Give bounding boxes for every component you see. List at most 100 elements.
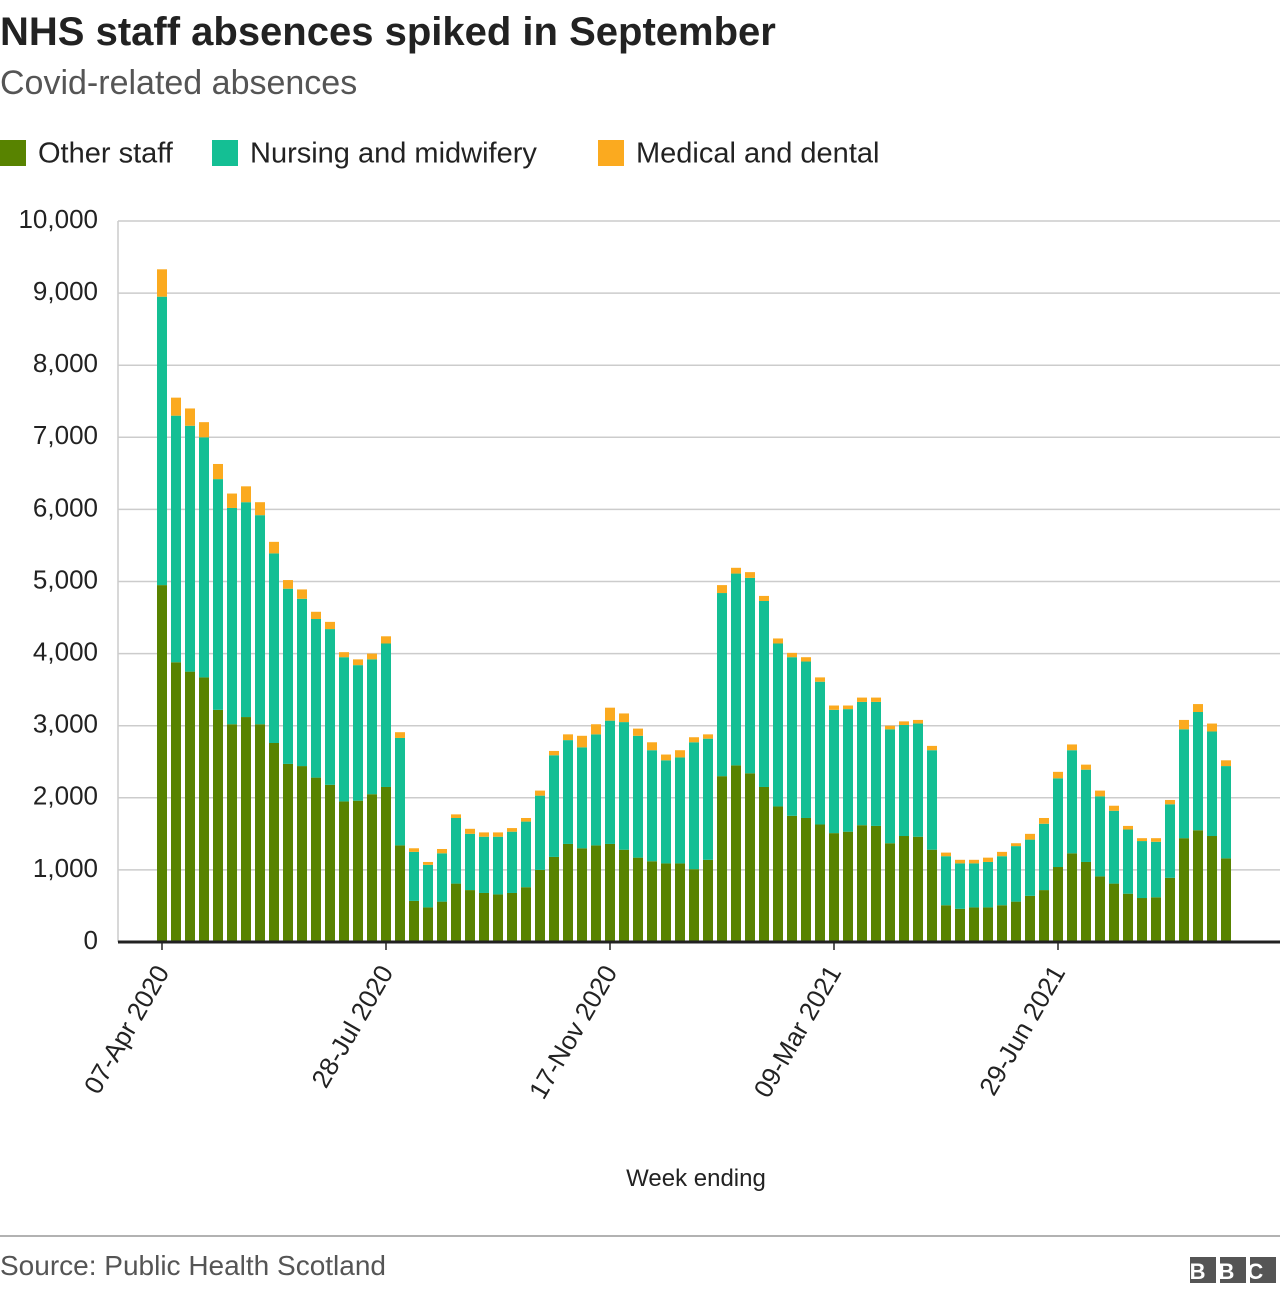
- bar-segment: [325, 621, 335, 630]
- bar-segment: [717, 776, 727, 942]
- bar-segment: [1221, 858, 1231, 942]
- bar-segment: [1151, 838, 1161, 842]
- bar-segment: [1011, 843, 1021, 847]
- y-tick-label: 3,000: [33, 709, 98, 739]
- x-tick-label: 29-Jun 2021: [973, 960, 1071, 1100]
- bar-segment: [549, 856, 559, 942]
- bar-segment: [647, 750, 657, 862]
- bar-segment: [647, 742, 657, 751]
- bar-segment: [857, 697, 867, 702]
- bar-segment: [521, 887, 531, 942]
- y-tick-label: 9,000: [33, 276, 98, 306]
- bar-segment: [647, 861, 657, 942]
- bar-segment: [437, 848, 447, 854]
- bar-segment: [213, 463, 223, 480]
- bar-segment: [479, 892, 489, 942]
- bar-segment: [465, 828, 475, 834]
- bar-segment: [311, 611, 321, 619]
- bar-segment: [969, 863, 979, 908]
- bar-segment: [661, 863, 671, 942]
- bar-segment: [339, 652, 349, 658]
- bar-segment: [157, 296, 167, 586]
- bar-segment: [521, 821, 531, 888]
- bar-segment: [367, 659, 377, 795]
- bar-segment: [227, 493, 237, 508]
- bar-segment: [773, 806, 783, 942]
- bar-segment: [1151, 841, 1161, 898]
- bar-segment: [549, 755, 559, 857]
- bar-segment: [1039, 823, 1049, 891]
- bar-segment: [185, 408, 195, 426]
- bar-segment: [871, 697, 881, 702]
- bar-segment: [731, 567, 741, 574]
- bar-segment: [661, 760, 671, 864]
- bar-segment: [213, 479, 223, 710]
- bar-segment: [745, 773, 755, 942]
- bar-segment: [395, 737, 405, 846]
- bar-segment: [899, 836, 909, 942]
- bar-segment: [829, 705, 839, 710]
- bar-segment: [507, 828, 517, 832]
- bar-segment: [535, 795, 545, 870]
- bar-segment: [339, 801, 349, 942]
- bar-segment: [535, 790, 545, 796]
- bar-segment: [423, 864, 433, 908]
- legend-swatch: [212, 140, 238, 166]
- logo-text: BBC: [1190, 1259, 1277, 1284]
- bar-segment: [871, 825, 881, 942]
- y-tick-label: 8,000: [33, 348, 98, 378]
- bar-segment: [269, 541, 279, 554]
- y-tick-label: 0: [84, 925, 98, 955]
- bar-segment: [381, 643, 391, 787]
- bar-segment: [297, 766, 307, 942]
- bar-segment: [353, 800, 363, 942]
- bar-segment: [493, 836, 503, 895]
- x-tick-label: 28-Jul 2020: [305, 960, 399, 1093]
- bar-segment: [1165, 804, 1175, 878]
- bar-segment: [1095, 796, 1105, 877]
- bar-segment: [1165, 799, 1175, 805]
- bar-segment: [997, 856, 1007, 906]
- bar-segment: [1123, 829, 1133, 894]
- bar-segment: [311, 618, 321, 778]
- y-tick-label: 5,000: [33, 564, 98, 594]
- bar-segment: [1039, 890, 1049, 942]
- bar-segment: [689, 869, 699, 942]
- bar-segment: [1011, 901, 1021, 942]
- bar-segment: [633, 735, 643, 858]
- legend-swatch: [0, 140, 26, 166]
- bar-segment: [843, 705, 853, 710]
- bar-segment: [759, 600, 769, 787]
- bar-segment: [1221, 766, 1231, 859]
- bar-segment: [619, 722, 629, 850]
- bar-segment: [1067, 750, 1077, 854]
- bar-segment: [675, 863, 685, 942]
- bar-segment: [787, 815, 797, 942]
- bar-segment: [941, 852, 951, 857]
- y-tick-label: 10,000: [18, 204, 98, 234]
- bar-segment: [1151, 897, 1161, 942]
- bar-segment: [633, 728, 643, 736]
- bar-segment: [409, 848, 419, 852]
- bar-segment: [1081, 764, 1091, 770]
- x-tick-label: 09-Mar 2021: [748, 960, 848, 1103]
- bar-segment: [269, 553, 279, 744]
- bar-segment: [1179, 838, 1189, 942]
- bar-segment: [885, 725, 895, 730]
- bar-segment: [745, 577, 755, 774]
- bar-segment: [801, 657, 811, 662]
- bar-segment: [437, 853, 447, 902]
- bar-segment: [1207, 836, 1217, 942]
- bar-segment: [829, 709, 839, 834]
- bar-segment: [913, 719, 923, 724]
- bar-segment: [703, 734, 713, 739]
- bar-segment: [1109, 805, 1119, 811]
- bar-segment: [297, 598, 307, 767]
- bar-segment: [955, 859, 965, 864]
- legend-label: Nursing and midwifery: [250, 138, 537, 170]
- x-tick-label: 07-Apr 2020: [78, 960, 176, 1099]
- bar-segment: [759, 786, 769, 942]
- bar-segment: [857, 825, 867, 942]
- bar-segment: [423, 861, 433, 865]
- bar-segment: [941, 856, 951, 906]
